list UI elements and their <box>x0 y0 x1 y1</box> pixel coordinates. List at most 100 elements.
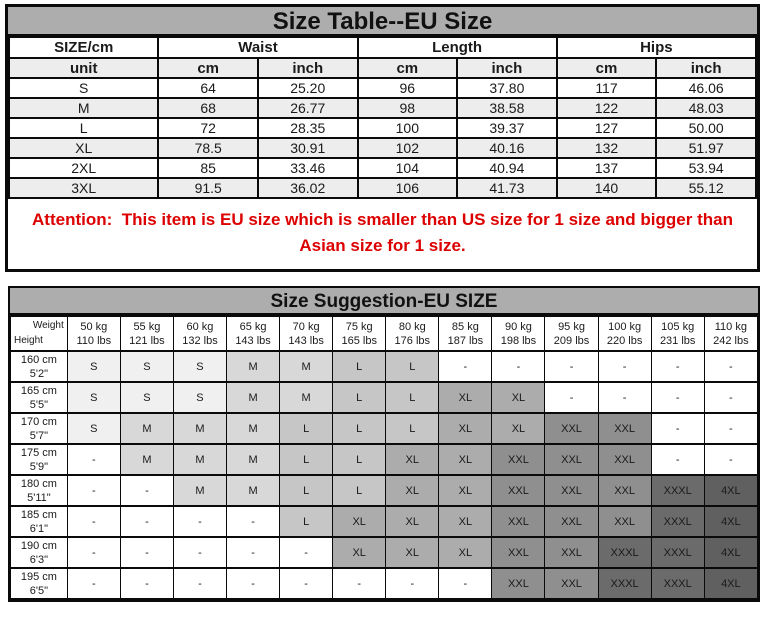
suggested-size-cell: XXL <box>597 474 652 507</box>
size-label-cell: XL <box>7 137 160 159</box>
suggestion-row-175cm: 175 cm 5'9" - M M M L L XL XL XXL XXL XXL - - <box>10 443 759 476</box>
size-row-L: L 72 28.35 100 39.37 127 50.00 <box>7 117 757 139</box>
suggested-size-cell: XL <box>332 536 387 569</box>
suggested-size-cell: XXXL <box>650 505 705 538</box>
measurement-cell: 28.35 <box>256 117 359 139</box>
weight-lbs: 220 lbs <box>606 334 643 347</box>
suggested-size-cell: - <box>66 536 121 569</box>
suggested-size-cell: XXL <box>491 536 546 569</box>
measurement-cell: 117 <box>555 77 658 99</box>
measurement-cell: 132 <box>555 137 658 159</box>
height-ft: 6'5" <box>29 584 49 597</box>
suggested-size-cell: - <box>119 474 174 507</box>
measurement-cell: 98 <box>356 97 459 119</box>
suggested-size-cell: L <box>332 381 387 414</box>
weight-kg: 110 kg <box>714 320 747 333</box>
measurement-cell: 33.46 <box>256 157 359 179</box>
suggested-size-cell: - <box>597 350 652 383</box>
weight-kg: 50 kg <box>80 320 108 333</box>
size-table-section: Size Table--EU Size SIZE/cm Waist Length Hi… <box>5 4 760 272</box>
weight-kg: 100 kg <box>608 320 642 333</box>
suggested-size-cell: - <box>226 536 281 569</box>
suggested-size-cell: L <box>332 350 387 383</box>
measurement-cell: 36.02 <box>256 177 359 199</box>
height-cm: 185 cm <box>20 508 57 521</box>
suggested-size-cell: M <box>172 443 228 476</box>
weight-header-cell: 80 kg 176 lbs <box>385 315 440 352</box>
suggested-size-cell: - <box>703 412 759 445</box>
suggested-size-cell: XL <box>332 505 387 538</box>
height-header-cell: 180 cm 5'11" <box>10 474 68 507</box>
suggested-size-cell: - <box>438 350 493 383</box>
unit-cell: cm <box>356 57 459 79</box>
suggested-size-cell: - <box>226 505 281 538</box>
height-cm: 165 cm <box>20 384 57 397</box>
suggested-size-cell: XXL <box>491 443 546 476</box>
weight-kg: 95 kg <box>558 320 585 333</box>
height-cm: 170 cm <box>20 415 57 428</box>
suggested-size-cell: - <box>438 567 493 600</box>
suggested-size-cell: L <box>332 474 387 507</box>
height-ft: 5'5" <box>29 398 49 411</box>
weight-header-cell: 90 kg 198 lbs <box>491 315 546 352</box>
size-table-header-row: SIZE/cm Waist Length Hips <box>7 36 758 59</box>
suggested-size-cell: - <box>703 350 759 383</box>
height-header-cell: 170 cm 5'7" <box>10 412 68 445</box>
suggested-size-cell: M <box>279 381 334 414</box>
weight-lbs: 110 lbs <box>76 334 112 347</box>
measurement-cell: 127 <box>555 117 658 139</box>
suggested-size-cell: XXXL <box>650 474 705 507</box>
height-cm: 195 cm <box>20 570 57 583</box>
suggested-size-cell: - <box>544 381 599 414</box>
suggestion-row-180cm: 180 cm 5'11" - - M M L L XL XL XXL XXL XXL XXXL 4XL <box>10 474 759 507</box>
measurement-cell: 140 <box>555 177 658 199</box>
attention-note: Attention: This item is EU size which is… <box>8 199 757 269</box>
weight-lbs: 143 lbs <box>235 334 271 347</box>
suggested-size-cell: L <box>332 412 387 445</box>
suggested-size-cell: L <box>385 350 440 383</box>
suggested-size-cell: M <box>226 381 281 414</box>
suggested-size-cell: - <box>119 505 174 538</box>
height-cm: 175 cm <box>20 446 57 459</box>
size-suggestion-title: Size Suggestion-EU SIZE <box>10 288 758 315</box>
measurement-cell: 102 <box>356 137 459 159</box>
suggestion-row-160cm: 160 cm 5'2" S S S M M L L - - - - - - <box>10 350 759 383</box>
weight-lbs: 165 lbs <box>341 334 377 347</box>
suggested-size-cell: - <box>119 536 174 569</box>
measurement-cell: 41.73 <box>456 177 558 199</box>
weight-header-cell: 55 kg 121 lbs <box>119 315 174 352</box>
suggested-size-cell: - <box>66 567 121 600</box>
suggested-size-cell: M <box>279 350 334 383</box>
suggested-size-cell: M <box>226 350 281 383</box>
height-ft: 6'1" <box>29 522 49 535</box>
height-header-cell: 190 cm 6'3" <box>10 536 68 569</box>
measurement-cell: 91.5 <box>157 177 259 199</box>
suggested-size-cell: XL <box>438 474 493 507</box>
measurement-cell: 72 <box>157 117 259 139</box>
suggested-size-cell: S <box>172 350 228 383</box>
height-ft: 5'2" <box>29 367 49 380</box>
suggested-size-cell: L <box>279 505 334 538</box>
measurement-cell: 68 <box>157 97 259 119</box>
suggested-size-cell: M <box>226 443 281 476</box>
suggested-size-cell: - <box>650 412 705 445</box>
size-column-header: SIZE/cm <box>7 36 160 59</box>
weight-lbs: 143 lbs <box>288 334 324 347</box>
suggested-size-cell: S <box>119 350 174 383</box>
weight-kg: 105 kg <box>661 320 695 333</box>
weight-lbs: 176 lbs <box>394 334 431 347</box>
measurement-cell: 100 <box>356 117 459 139</box>
attention-text: Attention: This item is EU size which is… <box>32 210 733 256</box>
weight-header-cell: 85 kg 187 lbs <box>438 315 493 352</box>
size-suggestion-body: Weight Height 50 kg 110 lbs 55 kg 121 lbs 60 k… <box>10 315 759 600</box>
suggested-size-cell: M <box>226 474 281 507</box>
size-row-3XL: 3XL 91.5 36.02 106 41.73 140 55.12 <box>7 177 757 199</box>
suggested-size-cell: - <box>172 567 228 600</box>
suggested-size-cell: - <box>172 536 228 569</box>
suggested-size-cell: 4XL <box>703 567 759 600</box>
suggestion-row-185cm: 185 cm 6'1" - - - - L XL XL XL XXL XXL XXL XXXL 4XL <box>10 505 759 538</box>
measurement-cell: 96 <box>356 77 459 99</box>
suggested-size-cell: 4XL <box>703 474 759 507</box>
suggested-size-cell: - <box>119 567 174 600</box>
suggested-size-cell: M <box>119 412 174 445</box>
